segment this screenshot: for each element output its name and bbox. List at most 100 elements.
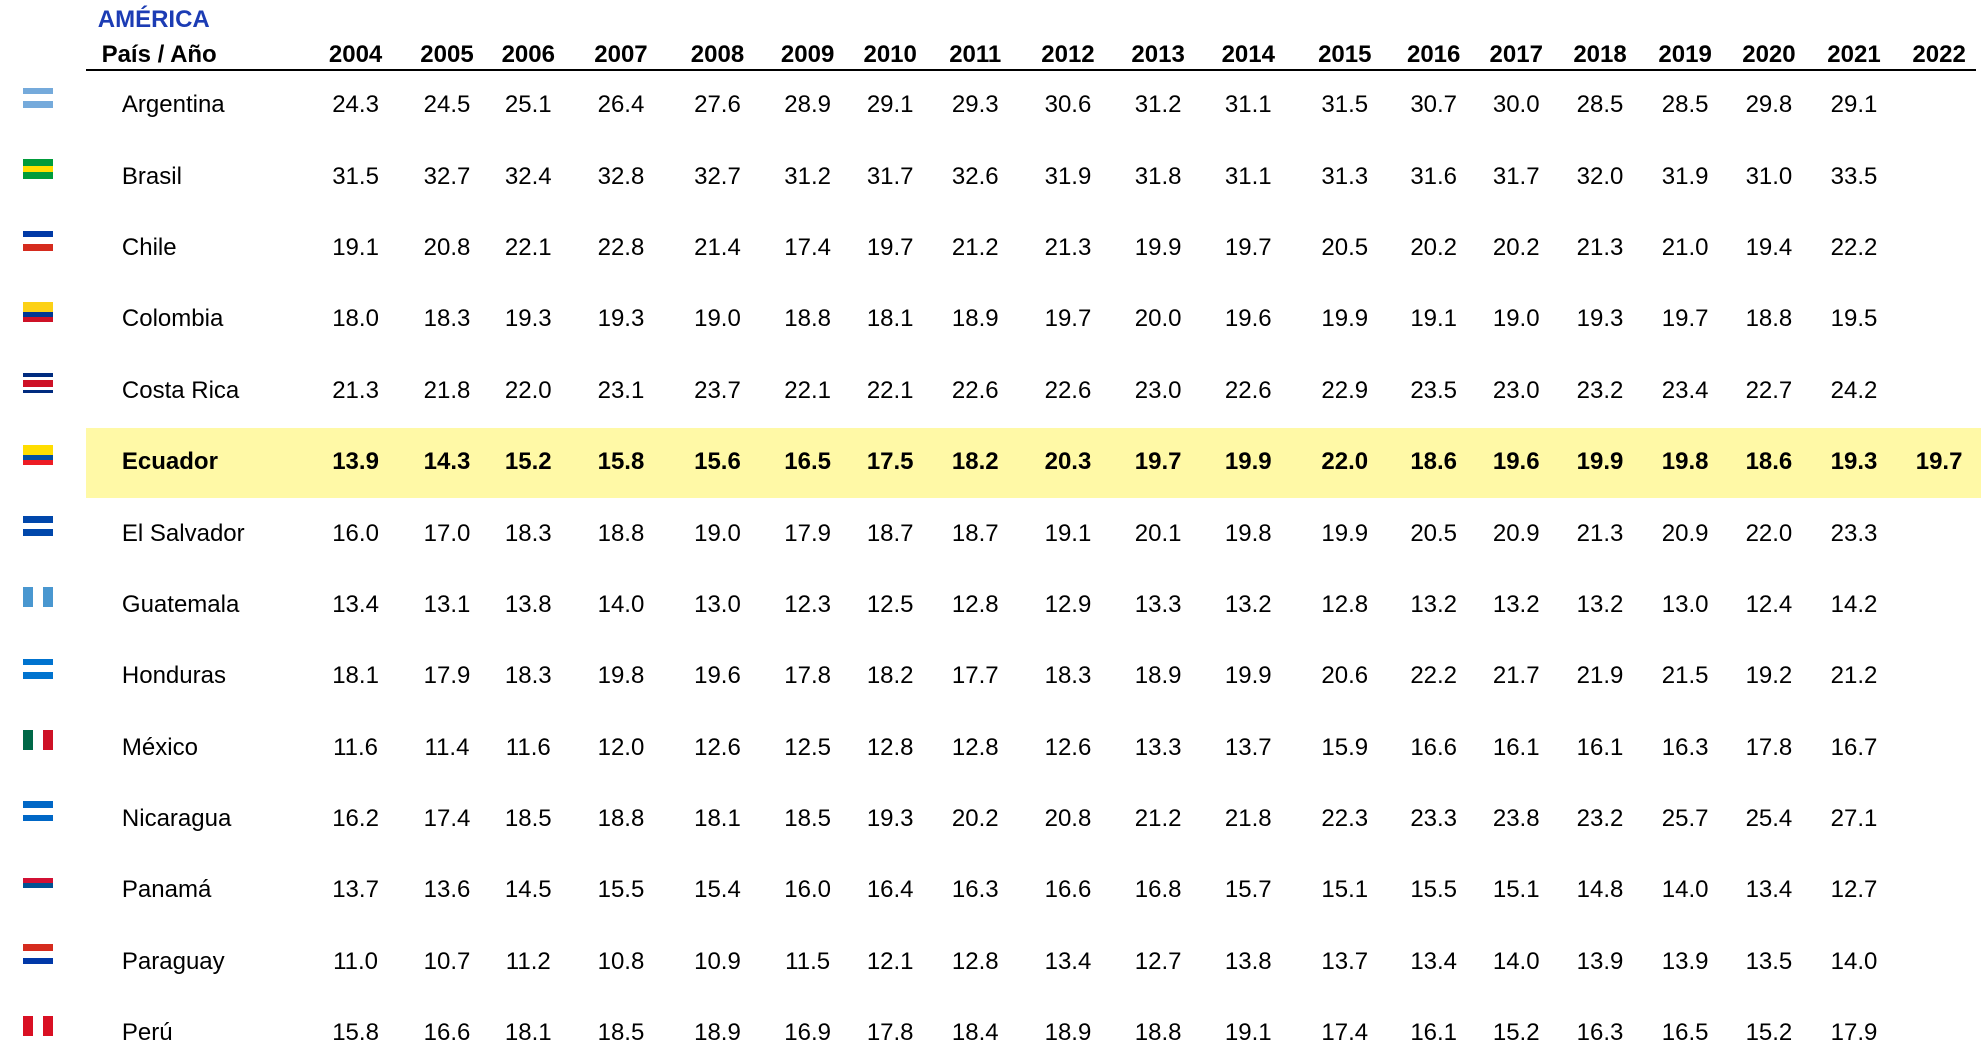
cell-value: 16.3: [1576, 1019, 1624, 1046]
cell-value: 32.6: [951, 162, 999, 190]
cell-value: 12.6: [694, 733, 741, 761]
cell-value: 22.9: [1321, 376, 1369, 404]
cell-value: 14.0: [1661, 876, 1709, 904]
cell-value: 11.5: [785, 947, 831, 975]
cell-value: 20.8: [423, 234, 471, 262]
cell-value: 18.1: [694, 805, 741, 833]
cell-value: 21.3: [1576, 234, 1624, 262]
cell-value: 18.9: [694, 1019, 741, 1046]
cell-value: 13.4: [332, 590, 379, 618]
cell-value: 18.0: [332, 305, 379, 333]
cell-value: 11.6: [505, 733, 551, 761]
cell-value: 18.3: [504, 662, 552, 690]
cell-value: 20.2: [1492, 234, 1540, 262]
cell-value: 28.5: [1661, 91, 1709, 119]
column-header: País / Año: [101, 40, 217, 68]
cell-value: 18.6: [1745, 448, 1793, 476]
cell-value: 18.2: [866, 662, 914, 690]
country-name: Argentina: [121, 91, 225, 119]
cell-value: 31.3: [1321, 162, 1369, 190]
year-header: 2004: [328, 40, 383, 68]
cell-value: 20.5: [1321, 234, 1369, 262]
cell-value: 18.8: [1745, 305, 1793, 333]
cell-value: 15.2: [1492, 1019, 1540, 1046]
cell-value: 16.6: [1044, 876, 1092, 904]
year-header: 2006: [501, 40, 555, 68]
cell-value: 29.8: [1745, 91, 1793, 119]
cell-value: 22.1: [866, 376, 914, 404]
cell-value: 12.8: [951, 733, 999, 761]
cell-value: 23.0: [1134, 376, 1182, 404]
country-name: El Salvador: [121, 519, 245, 547]
cell-value: 31.8: [1134, 162, 1182, 190]
cell-value: 16.3: [951, 876, 999, 904]
cell-value: 20.9: [1492, 519, 1540, 547]
cell-value: 21.3: [332, 376, 379, 404]
cell-value: 13.8: [504, 590, 552, 618]
cell-value: 13.2: [1410, 590, 1458, 618]
year-header: 2018: [1573, 40, 1627, 68]
cell-value: 23.8: [1492, 805, 1540, 833]
cell-value: 28.5: [1576, 91, 1624, 119]
cell-value: 23.2: [1576, 376, 1624, 404]
title: AMÉRICA: [97, 6, 210, 34]
cell-value: 17.7: [951, 662, 999, 690]
cell-value: 31.5: [332, 162, 379, 190]
cell-value: 21.3: [1044, 234, 1092, 262]
cell-value: 19.0: [1492, 305, 1540, 333]
cell-value: 15.5: [1410, 876, 1458, 904]
cell-value: 16.0: [784, 876, 831, 904]
cell-value: 12.8: [951, 947, 999, 975]
year-header: 2022: [1912, 40, 1966, 68]
cell-value: 10.9: [694, 947, 741, 975]
cell-value: 19.3: [1830, 448, 1878, 476]
cell-value: 13.0: [694, 590, 741, 618]
cell-value: 22.8: [597, 234, 645, 262]
cell-value: 20.2: [951, 805, 999, 833]
cell-value: 18.1: [504, 1019, 552, 1046]
flag-icon: [22, 444, 53, 465]
cell-value: 14.0: [1830, 947, 1878, 975]
country-name: Perú: [121, 1019, 173, 1046]
cell-value: 22.0: [1321, 448, 1369, 476]
year-header: 2010: [863, 40, 917, 68]
cell-value: 30.6: [1044, 91, 1092, 119]
cell-value: 19.9: [1576, 448, 1624, 476]
cell-value: 16.6: [423, 1019, 471, 1046]
cell-value: 18.8: [784, 305, 831, 333]
cell-value: 13.2: [1224, 590, 1272, 618]
cell-value: 13.3: [1134, 590, 1182, 618]
cell-value: 19.1: [1224, 1019, 1272, 1046]
cell-value: 18.2: [951, 448, 999, 476]
cell-value: 19.9: [1321, 305, 1369, 333]
year-header: 2016: [1406, 40, 1461, 68]
cell-value: 29.1: [1830, 91, 1878, 119]
cell-value: 18.9: [1044, 1019, 1092, 1046]
cell-value: 13.9: [1661, 947, 1709, 975]
cell-value: 31.9: [1044, 162, 1092, 190]
country-name: Panamá: [121, 876, 212, 904]
cell-value: 18.6: [1410, 448, 1458, 476]
cell-value: 19.3: [1576, 305, 1624, 333]
cell-value: 23.3: [1830, 519, 1878, 547]
cell-value: 19.3: [504, 305, 552, 333]
cell-value: 23.2: [1576, 805, 1624, 833]
cell-value: 17.4: [1321, 1019, 1369, 1046]
cell-value: 23.5: [1410, 376, 1458, 404]
cell-value: 12.8: [866, 733, 914, 761]
cell-value: 22.7: [1745, 376, 1793, 404]
cell-value: 30.7: [1410, 91, 1458, 119]
cell-value: 23.1: [597, 376, 645, 404]
cell-value: 11.4: [424, 733, 470, 761]
cell-value: 19.8: [1661, 448, 1709, 476]
cell-value: 30.0: [1492, 91, 1540, 119]
cell-value: 24.5: [423, 91, 471, 119]
cell-value: 23.3: [1410, 805, 1458, 833]
country-name: Honduras: [121, 662, 226, 690]
cell-value: 15.9: [1321, 733, 1369, 761]
cell-value: 21.2: [951, 234, 999, 262]
cell-value: 19.2: [1745, 662, 1793, 690]
cell-value: 15.1: [1321, 876, 1369, 904]
cell-value: 23.7: [694, 376, 741, 404]
